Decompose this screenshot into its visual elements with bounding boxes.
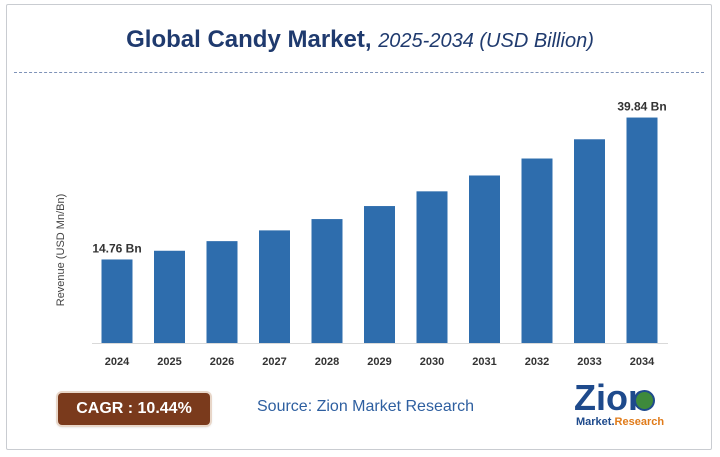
x-tick-label: 2025 xyxy=(157,356,181,368)
x-tick-label: 2031 xyxy=(472,356,496,368)
source-text: Source: Zion Market Research xyxy=(257,398,474,415)
bar-2029 xyxy=(364,206,395,343)
globe-icon xyxy=(634,390,655,411)
x-tick-label: 2026 xyxy=(210,356,234,368)
x-tick-label: 2024 xyxy=(105,356,130,368)
bar-2033 xyxy=(574,139,605,343)
bar-2026 xyxy=(206,241,238,343)
x-tick-label: 2028 xyxy=(315,356,339,368)
y-axis-label: Revenue (USD Mn/Bn) xyxy=(55,194,67,307)
x-tick-label: 2034 xyxy=(630,356,655,368)
x-tick-label: 2033 xyxy=(577,356,601,368)
bar-2024 xyxy=(101,259,133,343)
bar-2032 xyxy=(521,158,553,343)
cagr-label: CAGR : 10.44% xyxy=(76,400,192,417)
x-tick-label: 2029 xyxy=(367,356,391,368)
bar-chart: Revenue (USD Mn/Bn) 2024 2025 2026 2027 2028 2… xyxy=(55,100,668,368)
x-tick-label: 2030 xyxy=(420,356,444,368)
bar-2028 xyxy=(311,219,343,343)
title-divider xyxy=(14,72,704,73)
bar-2027 xyxy=(259,230,290,343)
x-tick-label: 2027 xyxy=(262,356,286,368)
logo-tagline: Market.Research xyxy=(576,416,664,428)
bar-2031 xyxy=(469,175,500,343)
logo-tag-research: Research xyxy=(614,416,665,428)
title-main: Global Candy Market, xyxy=(126,26,372,53)
title-subtitle: 2025-2034 (USD Billion) xyxy=(378,30,594,52)
logo-tag-market: Market. xyxy=(576,416,615,428)
bar-2025 xyxy=(154,250,185,343)
cagr-badge: CAGR : 10.44% xyxy=(58,393,210,425)
x-tick-label: 2032 xyxy=(525,356,549,368)
data-label: 14.76 Bn xyxy=(92,241,141,255)
chart-title: Global Candy Market, 2025-2034 (USD Bill… xyxy=(0,26,720,55)
zion-logo: Zion Market.Research xyxy=(574,378,670,430)
bar-2034 xyxy=(626,117,658,344)
data-label: 39.84 Bn xyxy=(617,100,666,114)
bar-2030 xyxy=(416,191,448,343)
